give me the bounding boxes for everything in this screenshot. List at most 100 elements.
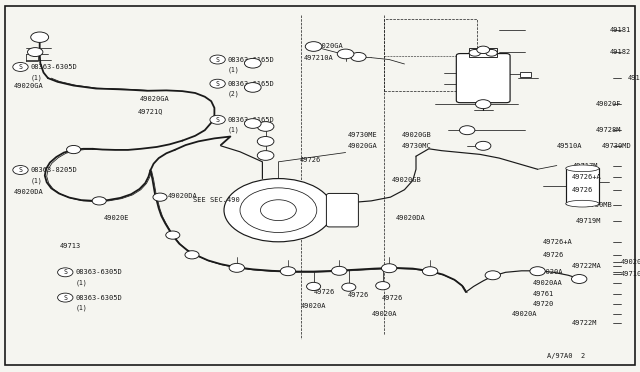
Text: S: S	[216, 57, 220, 62]
Text: 49710R: 49710R	[621, 271, 640, 277]
Text: 49726: 49726	[314, 289, 335, 295]
Text: (1): (1)	[31, 177, 42, 184]
Text: 49726: 49726	[381, 295, 403, 301]
Text: 49020D: 49020D	[621, 259, 640, 265]
Text: 49721Q: 49721Q	[138, 109, 163, 115]
Circle shape	[244, 58, 261, 68]
Text: 08363-6305D: 08363-6305D	[76, 269, 122, 275]
Text: 49020A: 49020A	[371, 311, 397, 317]
Text: 49020GB: 49020GB	[392, 177, 421, 183]
Bar	[520, 72, 531, 77]
Text: S: S	[19, 167, 22, 173]
Circle shape	[381, 264, 397, 273]
Text: 49510A: 49510A	[557, 143, 582, 149]
Circle shape	[229, 263, 244, 272]
Circle shape	[210, 55, 225, 64]
Text: 497210A: 497210A	[303, 55, 333, 61]
Circle shape	[185, 251, 199, 259]
Text: 49020DA: 49020DA	[168, 193, 197, 199]
Circle shape	[210, 115, 225, 124]
Bar	[566, 168, 599, 203]
Text: 49020DA: 49020DA	[396, 215, 425, 221]
Text: 49020GA: 49020GA	[314, 43, 343, 49]
Circle shape	[305, 42, 322, 51]
Circle shape	[31, 32, 49, 42]
Circle shape	[422, 267, 438, 276]
Text: 49020GA: 49020GA	[348, 143, 377, 149]
Text: 49726: 49726	[300, 157, 321, 163]
Circle shape	[477, 46, 490, 54]
Text: 49713: 49713	[60, 243, 81, 248]
Text: 49720: 49720	[533, 301, 554, 307]
Text: S: S	[63, 269, 67, 275]
Circle shape	[530, 267, 545, 276]
Circle shape	[166, 231, 180, 239]
Circle shape	[332, 266, 347, 275]
Text: 49020A: 49020A	[538, 269, 563, 275]
Circle shape	[469, 49, 481, 56]
Text: S: S	[216, 117, 220, 123]
FancyBboxPatch shape	[326, 193, 358, 227]
Circle shape	[58, 268, 73, 277]
Circle shape	[351, 52, 366, 61]
Bar	[384, 19, 477, 91]
Text: 49020AA: 49020AA	[533, 280, 563, 286]
Text: 49020E: 49020E	[104, 215, 129, 221]
Text: 49722M: 49722M	[572, 320, 597, 326]
Text: 49182: 49182	[609, 49, 630, 55]
Text: (1): (1)	[228, 67, 239, 73]
Text: 49726: 49726	[543, 252, 564, 258]
Circle shape	[476, 141, 491, 150]
Bar	[469, 48, 497, 57]
Circle shape	[260, 200, 296, 221]
Text: 49728M: 49728M	[595, 127, 621, 133]
Text: 49722MA: 49722MA	[572, 263, 601, 269]
Text: 08363-6305D: 08363-6305D	[31, 64, 77, 70]
Text: 49020DA: 49020DA	[14, 189, 44, 195]
Circle shape	[244, 119, 261, 128]
Text: S: S	[216, 81, 220, 87]
Text: (2): (2)	[228, 91, 239, 97]
Circle shape	[257, 151, 274, 160]
Circle shape	[476, 100, 491, 109]
Text: 49719M: 49719M	[576, 218, 602, 224]
Text: 49181: 49181	[609, 27, 630, 33]
Circle shape	[486, 49, 497, 56]
Text: 49761: 49761	[533, 291, 554, 297]
Circle shape	[92, 197, 106, 205]
Ellipse shape	[566, 165, 599, 172]
Text: 49726+A: 49726+A	[543, 239, 572, 245]
Circle shape	[28, 48, 43, 57]
Ellipse shape	[566, 200, 599, 207]
Text: 49726: 49726	[348, 292, 369, 298]
Circle shape	[244, 83, 261, 92]
Circle shape	[210, 79, 225, 88]
Circle shape	[224, 179, 333, 242]
Circle shape	[67, 145, 81, 154]
Text: 49020F: 49020F	[595, 101, 621, 107]
FancyBboxPatch shape	[456, 54, 510, 103]
Text: 08363-6305D: 08363-6305D	[76, 295, 122, 301]
Text: 49730MD: 49730MD	[602, 143, 631, 149]
Text: 49020A: 49020A	[512, 311, 538, 317]
Text: 08363-6165D: 08363-6165D	[228, 117, 275, 123]
Text: A/97A0  2: A/97A0 2	[547, 353, 586, 359]
Text: (1): (1)	[31, 74, 42, 81]
Text: 49730MB: 49730MB	[582, 202, 612, 208]
Text: (1): (1)	[76, 305, 87, 311]
Text: 49726: 49726	[572, 187, 593, 193]
Circle shape	[460, 126, 475, 135]
Text: 08363-8205D: 08363-8205D	[31, 167, 77, 173]
Circle shape	[337, 49, 354, 59]
Circle shape	[257, 122, 274, 131]
Text: 49020GA: 49020GA	[140, 96, 169, 102]
Text: 08363-6165D: 08363-6165D	[228, 81, 275, 87]
Text: (1): (1)	[76, 279, 87, 286]
Text: (1): (1)	[228, 127, 239, 134]
Text: 49020A: 49020A	[301, 303, 326, 309]
Circle shape	[58, 293, 73, 302]
Text: 08363-6165D: 08363-6165D	[228, 57, 275, 62]
Circle shape	[485, 271, 500, 280]
Text: 49717M: 49717M	[573, 163, 598, 169]
Circle shape	[13, 62, 28, 71]
